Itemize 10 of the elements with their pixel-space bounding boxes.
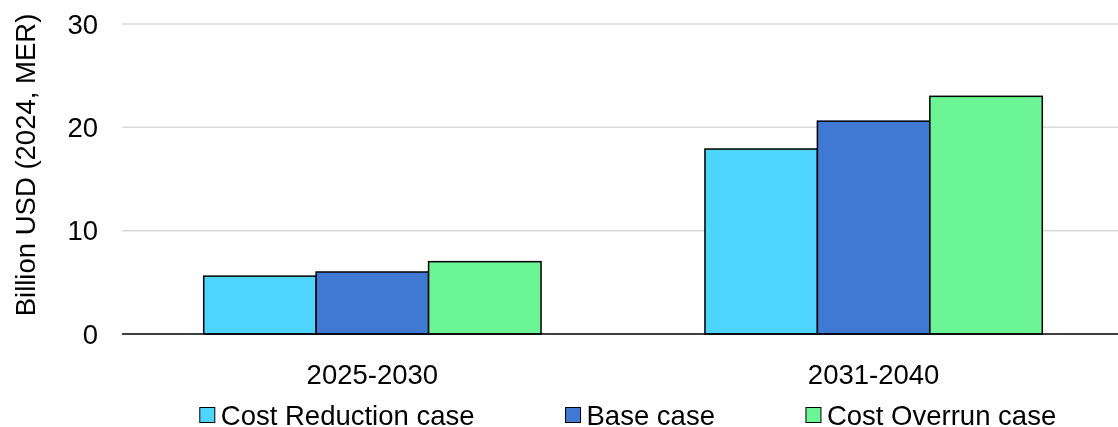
y-tick-label: 10	[67, 215, 98, 247]
y-tick-label: 0	[82, 318, 98, 350]
x-tick-label: 2025-2030	[306, 358, 439, 390]
y-tick-label: 30	[67, 8, 98, 40]
y-axis-title: Billion USD (2024, MER)	[9, 13, 41, 317]
legend-label: Cost Overrun case	[826, 399, 1057, 427]
legend-label: Cost Reduction case	[220, 399, 475, 427]
x-tick-label: 2031-2040	[807, 358, 940, 390]
y-tick-label: 20	[67, 111, 98, 143]
legend-label: Base case	[586, 399, 715, 427]
